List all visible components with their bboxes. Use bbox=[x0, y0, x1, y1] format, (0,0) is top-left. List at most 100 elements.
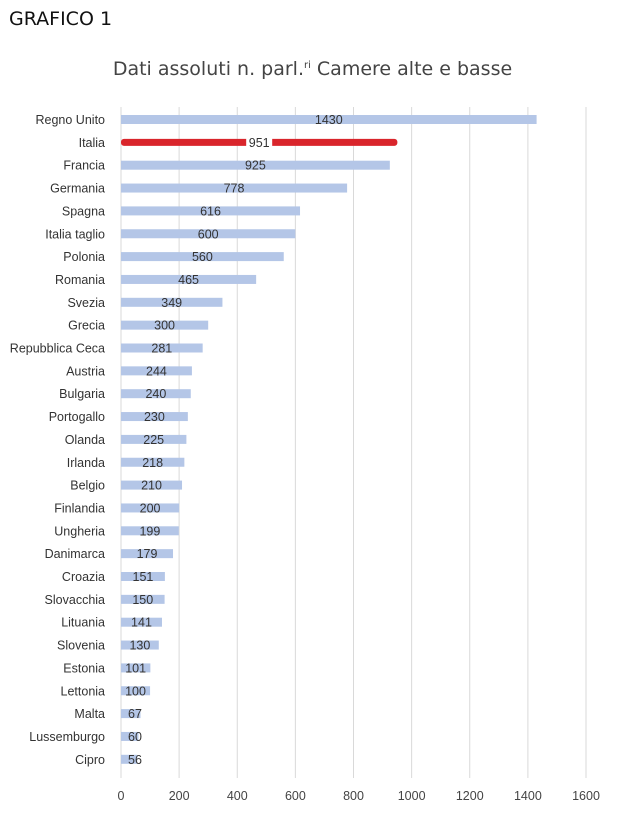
x-tick-label: 1600 bbox=[572, 789, 600, 803]
value-label: 210 bbox=[141, 479, 162, 493]
bar bbox=[121, 640, 159, 650]
chart-title-main: Dati assoluti n. parl. bbox=[112, 58, 304, 80]
bar bbox=[121, 366, 192, 376]
value-label: 199 bbox=[139, 524, 160, 538]
x-tick-label: 800 bbox=[343, 789, 364, 803]
value-label: 465 bbox=[178, 273, 199, 287]
category-label: Italia taglio bbox=[45, 227, 105, 241]
x-tick-label: 600 bbox=[285, 789, 306, 803]
bar bbox=[121, 663, 151, 673]
value-label: 281 bbox=[151, 342, 172, 356]
bar bbox=[121, 274, 257, 284]
bar bbox=[121, 412, 188, 422]
category-label: Germania bbox=[50, 182, 105, 196]
value-label: 349 bbox=[161, 296, 182, 310]
category-label: Repubblica Ceca bbox=[10, 342, 105, 356]
category-label: Croazia bbox=[62, 570, 105, 584]
x-axis-ticks: 0 200 400 600 800 1000 1200 1400 1600 bbox=[118, 789, 600, 803]
value-label: 225 bbox=[143, 433, 164, 447]
value-label: 230 bbox=[144, 410, 165, 424]
category-label: Slovenia bbox=[57, 639, 105, 653]
category-label: Grecia bbox=[68, 319, 105, 333]
category-label: Danimarca bbox=[45, 547, 105, 561]
value-label: 616 bbox=[200, 204, 221, 218]
value-label: 951 bbox=[249, 136, 270, 150]
bar bbox=[121, 434, 187, 444]
chart-title-suffix: Camere alte e basse bbox=[310, 58, 513, 80]
category-label: Malta bbox=[74, 707, 105, 721]
figure-heading: GRAFICO 1 bbox=[9, 8, 113, 30]
value-label-bg bbox=[246, 135, 273, 150]
value-label: 300 bbox=[154, 319, 175, 333]
category-label: Romania bbox=[55, 273, 105, 287]
bar bbox=[121, 206, 301, 216]
bar bbox=[121, 503, 180, 513]
category-label: Portogallo bbox=[49, 410, 105, 424]
value-label: 67 bbox=[128, 707, 142, 721]
bar bbox=[121, 320, 209, 330]
bar bbox=[121, 160, 390, 170]
value-label: 240 bbox=[145, 387, 166, 401]
category-label: Estonia bbox=[63, 661, 105, 675]
value-label: 925 bbox=[245, 159, 266, 173]
x-tick-label: 1200 bbox=[456, 789, 484, 803]
value-label: 244 bbox=[146, 364, 167, 378]
x-tick-label: 200 bbox=[169, 789, 190, 803]
bar bbox=[121, 343, 203, 353]
value-label: 141 bbox=[131, 616, 152, 630]
value-label: 150 bbox=[132, 593, 153, 607]
bars bbox=[121, 115, 537, 764]
value-label: 179 bbox=[137, 547, 158, 561]
bar bbox=[121, 709, 141, 719]
category-label: Lussemburgo bbox=[29, 730, 105, 744]
value-label: 56 bbox=[128, 753, 142, 767]
category-label: Irlanda bbox=[67, 456, 105, 470]
x-tick-label: 1000 bbox=[398, 789, 426, 803]
bar bbox=[121, 594, 165, 604]
category-label: Olanda bbox=[65, 433, 105, 447]
category-label: Regno Unito bbox=[36, 113, 106, 127]
chart-title: Dati assoluti n. parl.ri Camere alte e b… bbox=[0, 58, 625, 80]
category-label: Finlandia bbox=[54, 501, 105, 515]
category-label: Austria bbox=[66, 364, 105, 378]
value-label: 560 bbox=[192, 250, 213, 264]
category-label: Slovacchia bbox=[45, 593, 105, 607]
gridlines bbox=[120, 107, 587, 778]
bar bbox=[121, 686, 151, 696]
category-label: Polonia bbox=[63, 250, 105, 264]
bar bbox=[121, 115, 537, 124]
bar bbox=[121, 549, 174, 559]
chart-title-superscript: ri bbox=[303, 60, 311, 71]
category-label: Lettonia bbox=[61, 684, 106, 698]
x-tick-label: 0 bbox=[118, 789, 125, 803]
value-label: 200 bbox=[140, 501, 161, 515]
category-label: Spagna bbox=[62, 204, 105, 218]
category-label: Cipro bbox=[75, 753, 105, 767]
x-tick-label: 400 bbox=[227, 789, 248, 803]
value-label: 600 bbox=[198, 227, 219, 241]
value-label: 101 bbox=[125, 661, 146, 675]
category-label: Italia bbox=[79, 136, 105, 150]
bar bbox=[121, 480, 183, 490]
value-label: 1430 bbox=[315, 113, 343, 127]
category-label: Belgio bbox=[70, 479, 105, 493]
value-label: 130 bbox=[129, 639, 150, 653]
bar bbox=[121, 526, 179, 536]
value-label: 218 bbox=[142, 456, 163, 470]
category-label: Francia bbox=[63, 159, 105, 173]
bar bbox=[121, 297, 223, 307]
value-label: 100 bbox=[125, 684, 146, 698]
bar bbox=[121, 731, 139, 741]
category-label: Bulgaria bbox=[59, 387, 105, 401]
category-label: Ungheria bbox=[54, 524, 105, 538]
x-tick-label: 1400 bbox=[514, 789, 542, 803]
bar bbox=[121, 617, 162, 627]
bar bbox=[121, 389, 191, 399]
bar bbox=[121, 252, 284, 262]
value-label: 778 bbox=[224, 182, 245, 196]
category-label: Svezia bbox=[67, 296, 105, 310]
bar bbox=[121, 572, 165, 581]
category-label: Lituania bbox=[61, 616, 105, 630]
